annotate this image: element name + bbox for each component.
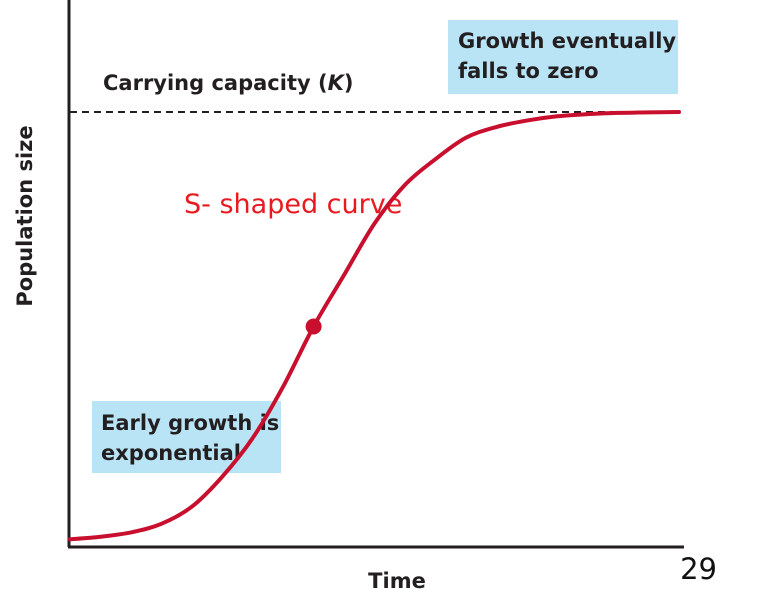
- early-growth-note-line-1: Early growth is: [101, 411, 279, 435]
- early-growth-note-box: [92, 401, 281, 473]
- y-axis-label: Population size: [13, 125, 37, 306]
- curve-title: S- shaped curve: [184, 189, 402, 220]
- series-line-population: [68, 110, 681, 542]
- x-axis-label: Time: [368, 569, 426, 593]
- growth-falls-note-box: [448, 20, 678, 94]
- early-growth-note-line-2: exponential: [101, 441, 241, 465]
- inflection-point-marker: [305, 318, 322, 335]
- growth-falls-note-line-2: falls to zero: [458, 59, 599, 83]
- growth-falls-note-line-1: Growth eventually: [458, 29, 676, 53]
- page-number: 29: [680, 552, 717, 586]
- carrying-capacity-label: Carrying capacity (K): [103, 71, 353, 95]
